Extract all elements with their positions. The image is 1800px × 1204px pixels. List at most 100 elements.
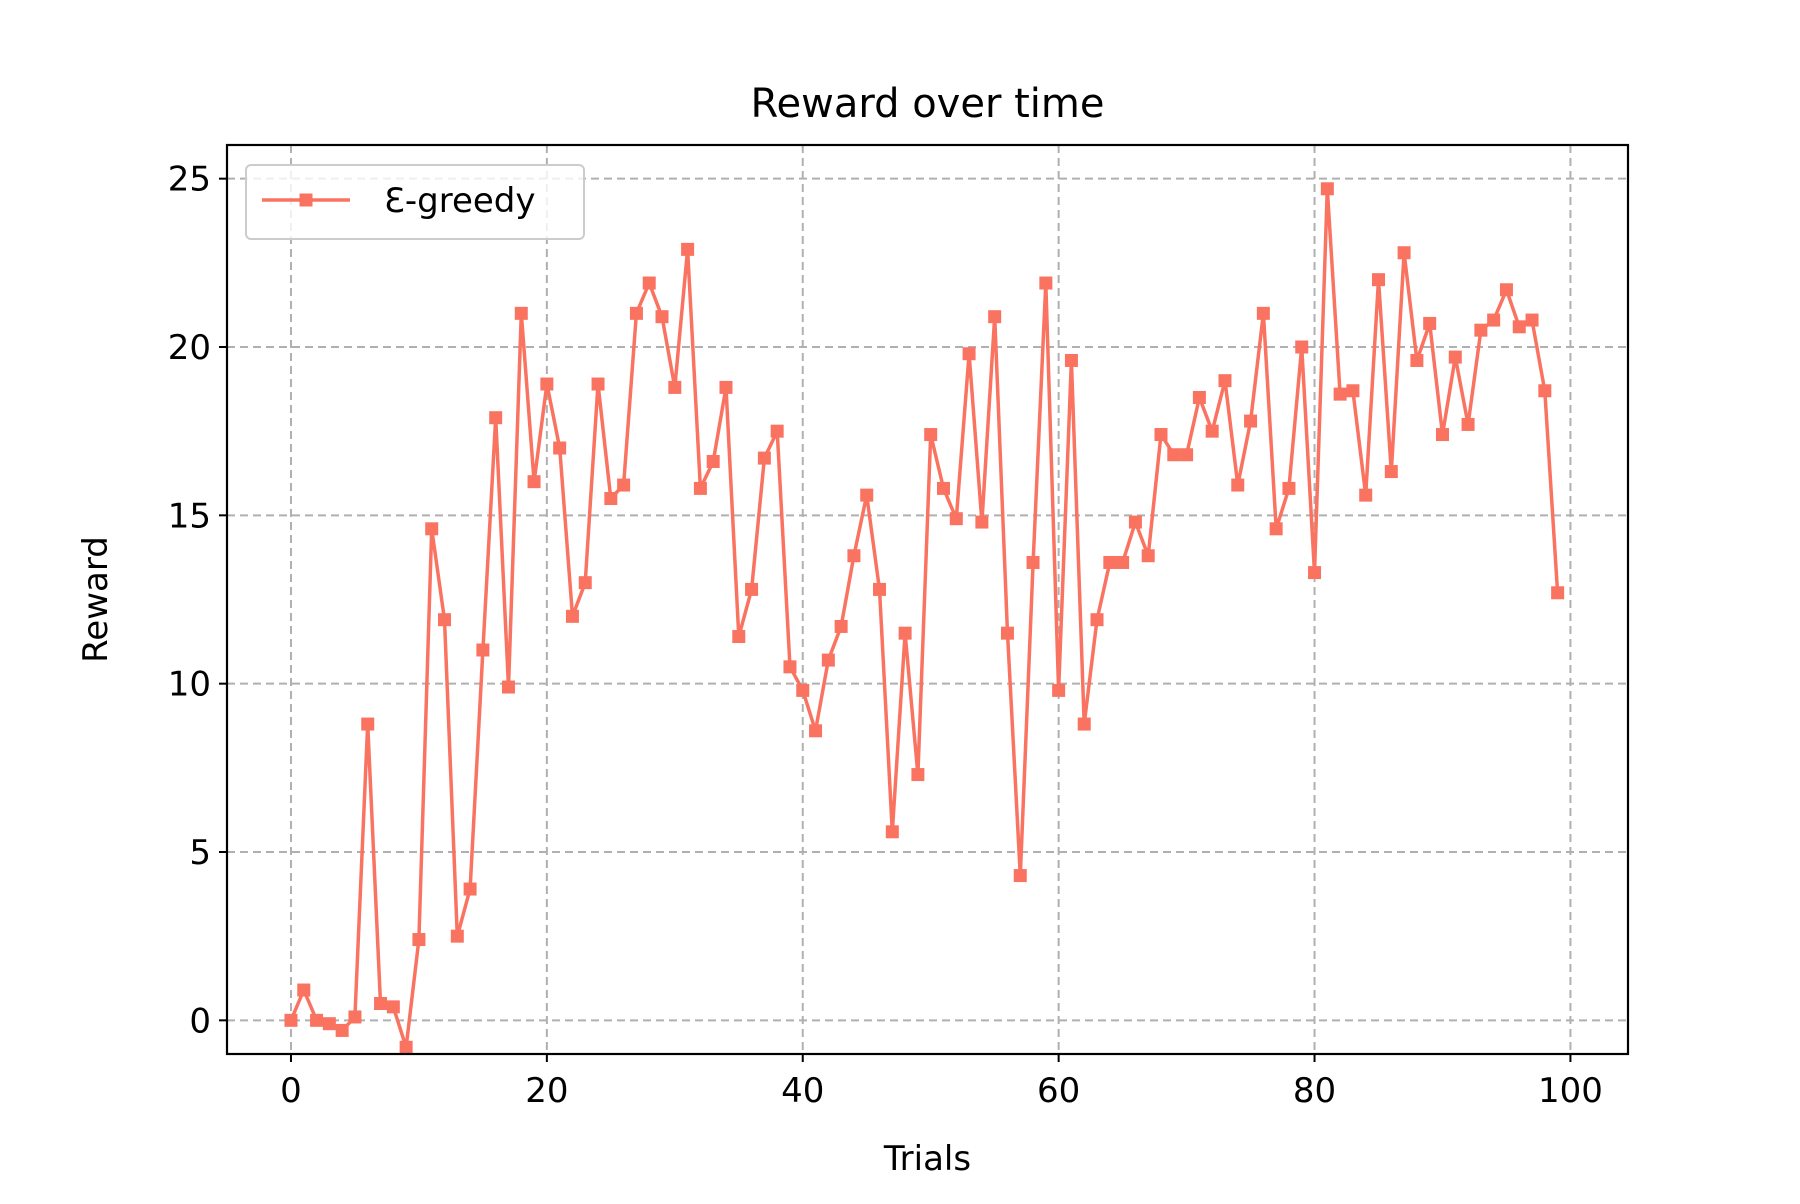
y-axis-label: Reward [76, 536, 116, 663]
data-point-marker [1359, 488, 1373, 502]
data-point-marker [898, 626, 912, 640]
data-point-marker [540, 377, 554, 391]
x-tick-label: 40 [781, 1071, 824, 1111]
data-point-marker [1000, 626, 1014, 640]
data-point-marker [770, 424, 784, 438]
data-point-marker [924, 428, 938, 442]
data-point-marker [1372, 273, 1386, 287]
data-point-marker [1384, 465, 1398, 479]
y-tick-label: 25 [168, 160, 211, 200]
data-point-marker [617, 478, 631, 492]
plot-frame [225, 143, 1630, 1056]
data-point-marker [501, 680, 515, 694]
data-point-marker [693, 481, 707, 495]
data-point-marker [757, 451, 771, 465]
data-point-marker [1320, 182, 1334, 196]
data-point-marker [1103, 555, 1117, 569]
data-point-marker [936, 481, 950, 495]
data-point-marker [681, 242, 695, 256]
data-point-marker [604, 492, 618, 505]
data-point-marker [361, 717, 375, 731]
data-point-marker [386, 1000, 400, 1014]
data-point-marker [1308, 566, 1322, 580]
x-tick-label: 80 [1293, 1071, 1336, 1111]
data-point-marker [1039, 276, 1053, 290]
data-point-marker [1551, 586, 1565, 600]
data-point-marker [1141, 549, 1155, 563]
data-point-marker [1512, 320, 1526, 334]
data-point-marker [425, 522, 439, 536]
data-point-marker [297, 983, 311, 997]
y-tick-label: 0 [189, 1001, 211, 1041]
data-point-marker [1269, 522, 1283, 536]
data-point-marker [821, 653, 835, 667]
data-point-marker [1346, 384, 1360, 398]
data-point-marker [591, 377, 605, 391]
data-point-marker [553, 441, 567, 455]
data-point-marker [1282, 481, 1296, 495]
data-point-marker [1180, 448, 1194, 462]
x-tick-label: 100 [1538, 1071, 1603, 1111]
data-point-marker [527, 475, 541, 489]
grid [227, 145, 1628, 1054]
data-point-marker [463, 882, 477, 896]
data-point-marker [885, 825, 899, 839]
data-point-marker [348, 1010, 362, 1024]
data-point-marker [732, 630, 746, 644]
data-point-marker [1410, 353, 1424, 367]
data-point-marker [1205, 424, 1219, 438]
legend-marker [299, 193, 313, 207]
data-point-marker [975, 515, 989, 529]
data-point-marker [1448, 350, 1462, 364]
data-point-marker [911, 768, 925, 782]
data-point-marker [809, 724, 823, 738]
data-point-marker [514, 306, 528, 320]
data-point-marker [310, 1013, 324, 1027]
data-point-marker [1064, 353, 1078, 367]
x-tick-label: 20 [525, 1071, 568, 1111]
data-point-marker [745, 582, 759, 596]
data-point-marker [847, 549, 861, 563]
data-point-marker [1013, 869, 1027, 883]
data-point-marker [1461, 417, 1475, 431]
data-point-marker [1256, 306, 1270, 320]
data-point-marker [873, 582, 887, 596]
x-tick-label: 60 [1037, 1071, 1080, 1111]
data-point-marker [1077, 717, 1091, 731]
x-axis-label: Trials [883, 1139, 971, 1179]
y-tick-label: 15 [168, 496, 211, 536]
data-point-marker [1231, 478, 1245, 492]
data-point-marker [1423, 316, 1437, 330]
data-point-marker [962, 347, 976, 361]
data-point-marker [1474, 323, 1488, 337]
data-point-marker [335, 1023, 349, 1037]
axis-ticks: 0 20 40 60 80 100 0 5 10 15 20 25 [168, 160, 1603, 1111]
data-point-marker [438, 613, 452, 627]
data-point-marker [796, 683, 810, 697]
data-point-marker [1026, 555, 1040, 569]
legend-box [245, 164, 585, 240]
data-point-marker [565, 609, 579, 623]
data-point-marker [322, 1017, 336, 1031]
data-point-marker [1090, 613, 1104, 627]
data-point-marker [834, 619, 848, 633]
data-point-marker [629, 306, 643, 320]
data-point-marker [1538, 384, 1552, 398]
legend: Ɛ-greedy [245, 164, 585, 240]
data-point-marker [1052, 683, 1066, 697]
data-point-marker [655, 310, 669, 324]
data-point-marker [1435, 428, 1449, 442]
data-point-marker [1499, 283, 1513, 297]
data-point-marker [949, 512, 963, 526]
legend-entry-label: Ɛ-greedy [384, 181, 536, 221]
chart-title: Reward over time [751, 81, 1105, 127]
data-point-marker [719, 380, 733, 394]
data-point-marker [642, 276, 656, 290]
data-point-marker [1397, 246, 1411, 260]
data-point-marker [578, 576, 592, 590]
data-point-marker [1167, 448, 1181, 462]
y-tick-label: 10 [168, 665, 211, 705]
data-point-marker [706, 454, 720, 468]
